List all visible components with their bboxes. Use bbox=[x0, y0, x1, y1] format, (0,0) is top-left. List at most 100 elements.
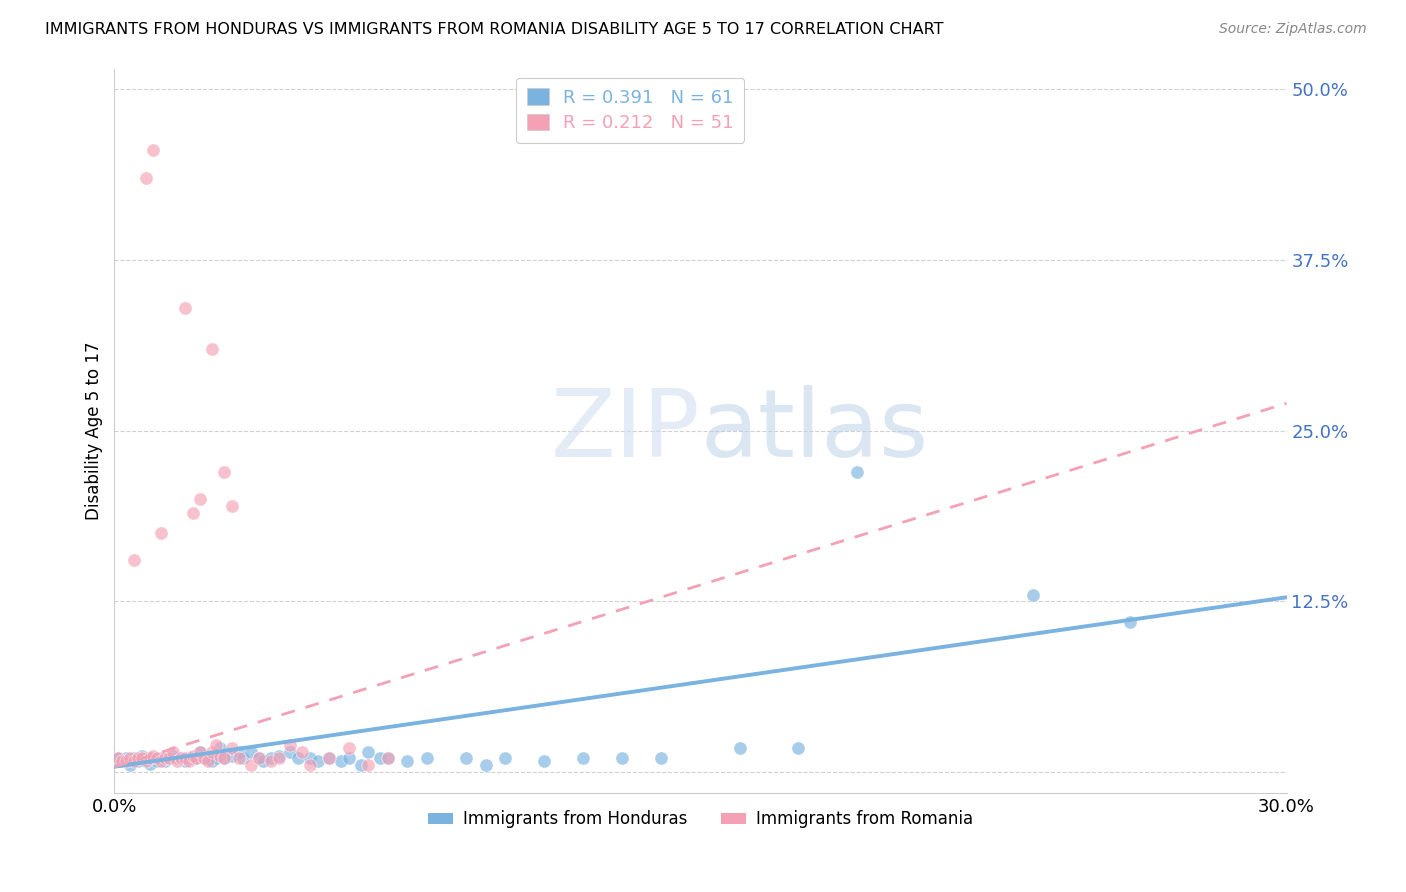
Point bbox=[208, 740, 231, 755]
Point bbox=[260, 754, 283, 768]
Text: ZIP: ZIP bbox=[551, 384, 700, 476]
Point bbox=[474, 758, 496, 772]
Point bbox=[349, 758, 371, 772]
Point bbox=[197, 751, 219, 765]
Point bbox=[845, 465, 868, 479]
Point bbox=[205, 751, 228, 765]
Point bbox=[111, 754, 134, 768]
Point bbox=[357, 758, 380, 772]
Point bbox=[142, 748, 165, 763]
Text: IMMIGRANTS FROM HONDURAS VS IMMIGRANTS FROM ROMANIA DISABILITY AGE 5 TO 17 CORRE: IMMIGRANTS FROM HONDURAS VS IMMIGRANTS F… bbox=[45, 22, 943, 37]
Point bbox=[533, 754, 555, 768]
Point bbox=[212, 751, 235, 765]
Point bbox=[173, 751, 195, 765]
Point bbox=[197, 754, 219, 768]
Point bbox=[357, 745, 380, 759]
Point bbox=[135, 754, 157, 768]
Point bbox=[330, 754, 353, 768]
Point bbox=[287, 751, 309, 765]
Point bbox=[166, 751, 188, 765]
Point bbox=[278, 738, 301, 752]
Point bbox=[318, 751, 340, 765]
Point bbox=[138, 756, 160, 771]
Point bbox=[127, 754, 149, 768]
Point bbox=[186, 751, 208, 765]
Point bbox=[173, 301, 195, 315]
Point bbox=[221, 499, 243, 513]
Point bbox=[107, 751, 129, 765]
Point bbox=[232, 751, 254, 765]
Point bbox=[162, 748, 184, 763]
Point bbox=[157, 751, 180, 765]
Point bbox=[193, 751, 215, 765]
Point bbox=[228, 751, 250, 765]
Point bbox=[170, 751, 193, 765]
Point bbox=[291, 745, 314, 759]
Point bbox=[221, 740, 243, 755]
Point bbox=[612, 751, 634, 765]
Point bbox=[368, 751, 391, 765]
Point bbox=[181, 748, 204, 763]
Point bbox=[157, 751, 180, 765]
Point bbox=[240, 758, 263, 772]
Point bbox=[228, 745, 250, 759]
Point bbox=[146, 751, 169, 765]
Point bbox=[115, 751, 138, 765]
Point bbox=[454, 751, 477, 765]
Point bbox=[155, 751, 177, 765]
Point bbox=[190, 491, 212, 506]
Point bbox=[177, 751, 200, 765]
Point bbox=[173, 754, 195, 768]
Point bbox=[115, 754, 138, 768]
Point bbox=[122, 553, 145, 567]
Point bbox=[122, 754, 145, 768]
Point bbox=[162, 745, 184, 759]
Point bbox=[212, 751, 235, 765]
Point bbox=[416, 751, 439, 765]
Point bbox=[201, 745, 224, 759]
Point bbox=[247, 751, 270, 765]
Point bbox=[201, 342, 224, 356]
Point bbox=[260, 751, 283, 765]
Point bbox=[138, 751, 160, 765]
Point bbox=[247, 751, 270, 765]
Point bbox=[650, 751, 672, 765]
Point bbox=[146, 754, 169, 768]
Point bbox=[190, 745, 212, 759]
Point bbox=[142, 751, 165, 765]
Point bbox=[337, 740, 360, 755]
Legend: Immigrants from Honduras, Immigrants from Romania: Immigrants from Honduras, Immigrants fro… bbox=[422, 804, 980, 835]
Point bbox=[155, 754, 177, 768]
Point bbox=[166, 754, 188, 768]
Point bbox=[118, 758, 141, 772]
Point bbox=[190, 745, 212, 759]
Text: Source: ZipAtlas.com: Source: ZipAtlas.com bbox=[1219, 22, 1367, 37]
Text: atlas: atlas bbox=[700, 384, 929, 476]
Y-axis label: Disability Age 5 to 17: Disability Age 5 to 17 bbox=[86, 342, 103, 520]
Point bbox=[572, 751, 595, 765]
Point bbox=[298, 758, 321, 772]
Point bbox=[111, 754, 134, 768]
Point bbox=[377, 751, 399, 765]
Point bbox=[135, 751, 157, 765]
Point bbox=[221, 748, 243, 763]
Point bbox=[122, 751, 145, 765]
Point bbox=[787, 740, 810, 755]
Point bbox=[135, 170, 157, 185]
Point bbox=[377, 751, 399, 765]
Point bbox=[240, 745, 263, 759]
Point bbox=[107, 751, 129, 765]
Point bbox=[181, 751, 204, 765]
Point bbox=[150, 526, 173, 541]
Point bbox=[205, 738, 228, 752]
Point bbox=[307, 754, 329, 768]
Point bbox=[150, 751, 173, 765]
Point bbox=[494, 751, 516, 765]
Point bbox=[728, 740, 751, 755]
Point bbox=[118, 751, 141, 765]
Point bbox=[267, 751, 290, 765]
Point bbox=[127, 751, 149, 765]
Point bbox=[181, 506, 204, 520]
Point bbox=[150, 754, 173, 768]
Point bbox=[131, 751, 153, 765]
